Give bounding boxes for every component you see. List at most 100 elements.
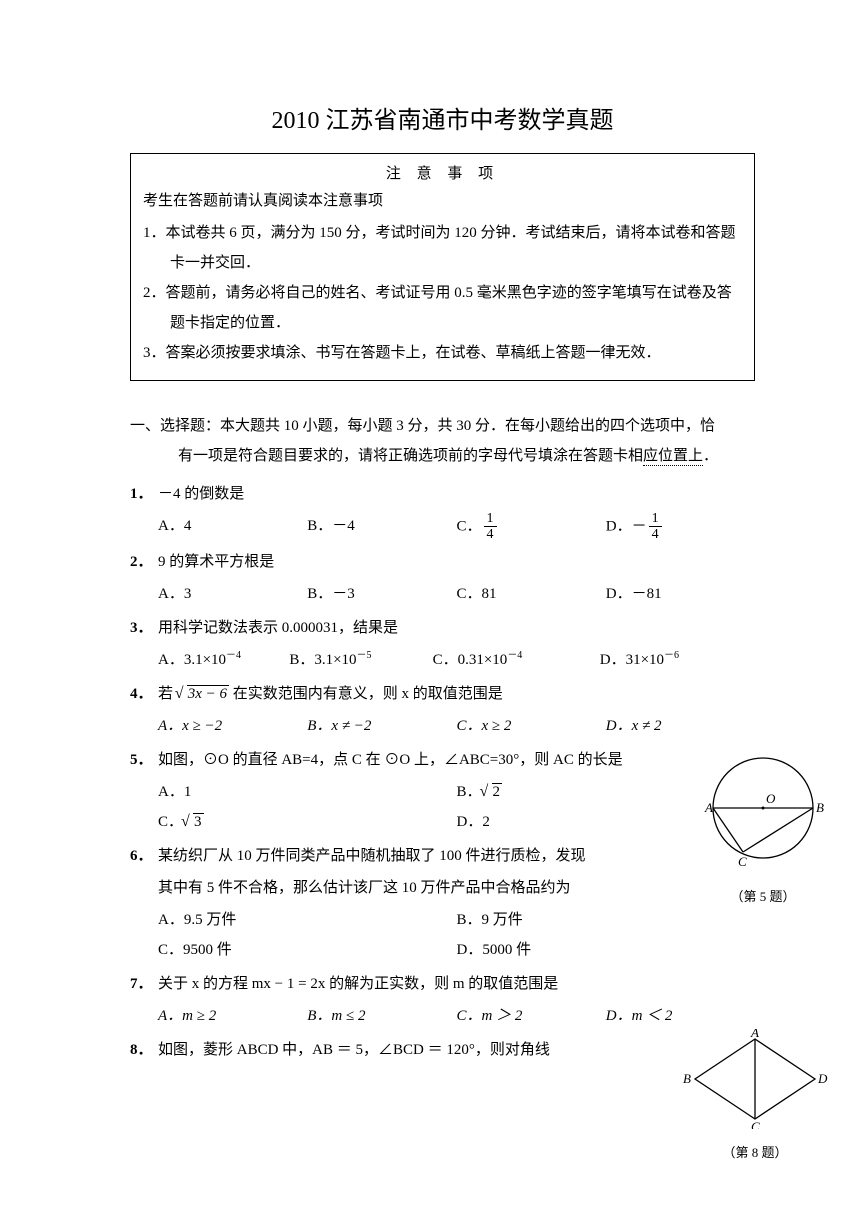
q6-opt-d: D．5000 件 — [457, 935, 756, 965]
q1-opt-a: A．4 — [158, 511, 307, 543]
question-6: 6． 某纺织厂从 10 万件同类产品中随机抽取了 100 件进行质检，发现 其中… — [130, 841, 755, 965]
notice-item-2: 2．答题前，请务必将自己的姓名、考试证号用 0.5 毫米黑色字迹的签字笔填写在试… — [143, 278, 742, 338]
q2-opt-c: C．81 — [457, 579, 606, 609]
q1-stem: －4 的倒数是 — [158, 479, 755, 509]
figure-q8: A B C D （第 8 题） — [675, 1029, 835, 1166]
q2-stem: 9 的算术平方根是 — [158, 547, 755, 577]
q6-opt-b: B．9 万件 — [457, 905, 756, 935]
svg-text:D: D — [817, 1071, 828, 1086]
exam-page: 2010 江苏省南通市中考数学真题 注 意 事 项 考生在答题前请认真阅读本注意… — [0, 0, 865, 1111]
q1-opt-d: D．－14 — [606, 511, 755, 543]
q5-stem: 如图，⊙O 的直径 AB=4，点 C 在 ⊙O 上，∠ABC=30°，则 AC … — [158, 745, 755, 775]
q4-stem-pre: 若 — [158, 686, 173, 702]
section-1-heading: 一、选择题：本大题共 10 小题，每小题 3 分，共 30 分．在每小题给出的四… — [130, 411, 755, 471]
sqrt-icon: 3x − 6 — [177, 679, 229, 709]
section-line1: 一、选择题：本大题共 10 小题，每小题 3 分，共 30 分．在每小题给出的四… — [130, 411, 755, 441]
q2-opt-b: B．－3 — [307, 579, 456, 609]
section-line2: 有一项是符合题目要求的，请将正确选项前的字母代号填涂在答题卡相应位置上． — [130, 441, 755, 471]
q6-opt-a: A．9.5 万件 — [158, 905, 457, 935]
q1-d-pre: D．－ — [606, 518, 647, 534]
q5-c-rad: 3 — [193, 813, 204, 830]
section-line2-pre: 有一项是符合题目要求的，请将正确选项前的字母代号填涂在答题卡相 — [178, 448, 643, 464]
q3-c-exp: －4 — [507, 650, 522, 661]
svg-text:O: O — [766, 791, 776, 806]
q7-opt-d: D．m ＜ 2 — [606, 1001, 755, 1031]
q4-stem: 若 3x − 6 在实数范围内有意义，则 x 的取值范围是 — [158, 679, 755, 709]
question-8: 8． 如图，菱形 ABCD 中，AB ＝ 5，∠BCD ＝ 120°，则对角线 … — [130, 1035, 755, 1067]
q3-b-exp: －5 — [357, 650, 372, 661]
q6-number: 6． — [130, 841, 158, 965]
svg-text:A: A — [750, 1029, 759, 1040]
notice-heading: 注 意 事 项 — [143, 162, 742, 183]
q3-opt-a: A．3.1×10－4 — [158, 645, 289, 675]
question-1: 1． －4 的倒数是 A．4 B．－4 C．14 D．－14 — [130, 479, 755, 543]
question-5: 5． 如图，⊙O 的直径 AB=4，点 C 在 ⊙O 上，∠ABC=30°，则 … — [130, 745, 755, 837]
q2-number: 2． — [130, 547, 158, 609]
q4-opt-d: D．x ≠ 2 — [606, 711, 755, 741]
q3-opt-b: B．3.1×10－5 — [289, 645, 432, 675]
q3-c-base: C．0.31×10 — [433, 652, 508, 668]
notice-item-1: 1．本试卷共 6 页，满分为 150 分，考试时间为 120 分钟．考试结束后，… — [143, 218, 742, 278]
q3-a-exp: －4 — [226, 650, 241, 661]
q2-opt-d: D．－81 — [606, 579, 755, 609]
svg-text:B: B — [816, 800, 824, 815]
q6-options-row1: A．9.5 万件 B．9 万件 — [158, 905, 755, 935]
fraction-icon: 14 — [649, 511, 662, 543]
q7-number: 7． — [130, 969, 158, 1031]
frac-den: 4 — [649, 527, 662, 542]
q5-opt-a: A．1 — [158, 777, 457, 807]
question-2: 2． 9 的算术平方根是 A．3 B．－3 C．81 D．－81 — [130, 547, 755, 609]
q5-options-row2: C．3 D．2 — [158, 807, 755, 837]
fraction-icon: 14 — [484, 511, 497, 543]
q7-opt-a: A．m ≥ 2 — [158, 1001, 307, 1031]
question-4: 4． 若 3x − 6 在实数范围内有意义，则 x 的取值范围是 A．x ≥ −… — [130, 679, 755, 741]
figure-q8-caption: （第 8 题） — [675, 1140, 835, 1166]
q2-options: A．3 B．－3 C．81 D．－81 — [158, 579, 755, 609]
frac-num: 1 — [649, 511, 662, 527]
q3-opt-c: C．0.31×10－4 — [433, 645, 600, 675]
section-line2-post: ． — [703, 448, 718, 464]
q1-options: A．4 B．－4 C．14 D．－14 — [158, 511, 755, 543]
q7-opt-b: B．m ≤ 2 — [307, 1001, 456, 1031]
q3-opt-d: D．31×10－6 — [600, 645, 755, 675]
q4-opt-b: B．x ≠ −2 — [307, 711, 456, 741]
q3-d-base: D．31×10 — [600, 652, 664, 668]
q5-options-row1: A．1 B．2 — [158, 777, 755, 807]
q3-number: 3． — [130, 613, 158, 675]
q3-stem: 用科学记数法表示 0.000031，结果是 — [158, 613, 755, 643]
q5-opt-c: C． 3 — [158, 807, 457, 837]
page-title: 2010 江苏省南通市中考数学真题 — [130, 100, 755, 135]
q4-opt-c: C．x ≥ 2 — [457, 711, 606, 741]
q5-b-rad: 2 — [492, 783, 503, 800]
q1-opt-b: B．－4 — [307, 511, 456, 543]
q6-stem-1: 某纺织厂从 10 万件同类产品中随机抽取了 100 件进行质检，发现 — [158, 841, 755, 871]
q1-c-pre: C． — [457, 518, 482, 534]
q6-stem-2: 其中有 5 件不合格，那么估计该厂这 10 万件产品中合格品约为 — [158, 873, 755, 903]
notice-box: 注 意 事 项 考生在答题前请认真阅读本注意事项 1．本试卷共 6 页，满分为 … — [130, 153, 755, 381]
q5-c-pre: C． — [158, 814, 183, 830]
q7-opt-c: C．m ＞ 2 — [457, 1001, 606, 1031]
q7-options: A．m ≥ 2 B．m ≤ 2 C．m ＞ 2 D．m ＜ 2 — [158, 1001, 755, 1031]
q6-options-row2: C．9500 件 D．5000 件 — [158, 935, 755, 965]
notice-item-3: 3．答案必须按要求填涂、书写在答题卡上，在试卷、草稿纸上答题一律无效． — [143, 338, 742, 368]
question-3: 3． 用科学记数法表示 0.000031，结果是 A．3.1×10－4 B．3.… — [130, 613, 755, 675]
q4-options: A．x ≥ −2 B．x ≠ −2 C．x ≥ 2 D．x ≠ 2 — [158, 711, 755, 741]
q8-number: 8． — [130, 1035, 158, 1067]
svg-text:C: C — [751, 1119, 760, 1129]
svg-text:A: A — [704, 800, 713, 815]
frac-num: 1 — [484, 511, 497, 527]
q4-opt-a: A．x ≥ −2 — [158, 711, 307, 741]
q8-stem: 如图，菱形 ABCD 中，AB ＝ 5，∠BCD ＝ 120°，则对角线 — [158, 1035, 755, 1065]
q5-number: 5． — [130, 745, 158, 837]
q4-number: 4． — [130, 679, 158, 741]
question-7: 7． 关于 x 的方程 mx − 1 = 2x 的解为正实数，则 m 的取值范围… — [130, 969, 755, 1031]
q2-opt-a: A．3 — [158, 579, 307, 609]
rhombus-diagram-icon: A B C D — [680, 1029, 830, 1129]
svg-text:B: B — [683, 1071, 691, 1086]
q3-options: A．3.1×10－4 B．3.1×10－5 C．0.31×10－4 D．31×1… — [158, 645, 755, 675]
notice-intro: 考生在答题前请认真阅读本注意事项 — [143, 189, 742, 210]
q1-number: 1． — [130, 479, 158, 543]
section-line2-underline: 应位置上 — [643, 448, 703, 466]
frac-den: 4 — [484, 527, 497, 542]
sqrt-icon: 2 — [482, 777, 503, 807]
